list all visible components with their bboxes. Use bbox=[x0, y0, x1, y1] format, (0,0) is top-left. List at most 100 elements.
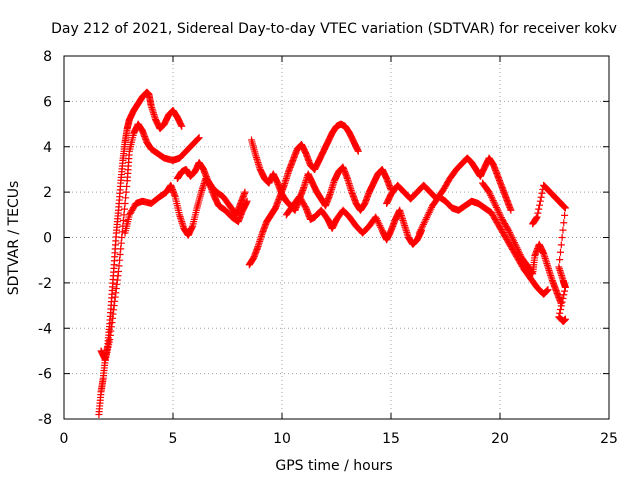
data-point-fill bbox=[537, 193, 545, 201]
data-point bbox=[492, 202, 500, 210]
data-point-fill bbox=[417, 226, 425, 234]
series-4 bbox=[245, 120, 362, 269]
data-point-fill bbox=[506, 230, 514, 238]
data-point-fill bbox=[506, 228, 514, 236]
data-point-fill bbox=[423, 214, 431, 222]
data-point-fill bbox=[536, 197, 544, 205]
data-point-fill bbox=[491, 200, 499, 208]
data-point bbox=[561, 315, 569, 323]
data-point-fill bbox=[558, 234, 566, 241]
data-point-fill bbox=[426, 207, 434, 215]
data-points bbox=[95, 88, 569, 418]
data-point-fill bbox=[487, 192, 495, 200]
data-point-fill bbox=[373, 215, 381, 223]
x-tick-label: 20 bbox=[491, 431, 509, 447]
data-point bbox=[511, 240, 519, 248]
data-point-fill bbox=[507, 232, 515, 240]
chart-title: Day 212 of 2021, Sidereal Day-to-day VTE… bbox=[51, 21, 617, 37]
data-point-fill bbox=[488, 193, 496, 201]
data-point-fill bbox=[513, 244, 521, 252]
x-axis-label: GPS time / hours bbox=[275, 458, 392, 474]
y-tick-label: 6 bbox=[43, 94, 52, 110]
data-point-fill bbox=[374, 218, 382, 226]
data-point bbox=[415, 229, 423, 237]
data-point bbox=[178, 122, 186, 130]
data-point-fill bbox=[420, 219, 428, 227]
data-point-fill bbox=[560, 291, 568, 299]
data-point-fill bbox=[559, 226, 567, 234]
data-point bbox=[372, 213, 380, 221]
y-axis-label: SDTVAR / TECUs bbox=[6, 181, 22, 296]
data-point bbox=[561, 204, 569, 212]
data-point-fill bbox=[488, 195, 496, 203]
data-point-fill bbox=[557, 241, 565, 249]
series-5 bbox=[247, 136, 395, 214]
data-point-fill bbox=[556, 248, 564, 256]
data-point-fill bbox=[538, 189, 546, 197]
data-point-fill bbox=[497, 212, 505, 220]
series-2 bbox=[121, 175, 251, 239]
data-point-fill bbox=[376, 222, 384, 230]
data-point-fill bbox=[558, 298, 566, 306]
series-8 bbox=[415, 193, 552, 298]
x-tick-label: 25 bbox=[600, 431, 618, 447]
y-tick-label: -6 bbox=[38, 367, 52, 383]
data-point-fill bbox=[510, 237, 518, 245]
x-tick-label: 10 bbox=[273, 431, 291, 447]
data-point-fill bbox=[421, 217, 429, 225]
y-tick-label: 4 bbox=[43, 140, 52, 156]
data-point-fill bbox=[419, 220, 427, 228]
data-point-fill bbox=[510, 239, 518, 247]
series-7 bbox=[383, 154, 515, 214]
data-point-fill bbox=[556, 256, 564, 264]
data-point-fill bbox=[515, 249, 523, 257]
y-tick-label: 0 bbox=[43, 231, 52, 247]
data-point-fill bbox=[508, 234, 516, 241]
data-point-fill bbox=[425, 209, 433, 217]
data-point-fill bbox=[497, 214, 505, 222]
data-point-fill bbox=[377, 223, 385, 231]
axis-ticks: 0 5 10 15 20 25 -8 -6 -4 -2 0 2 4 6 8 bbox=[38, 49, 618, 447]
data-point-fill bbox=[424, 212, 432, 220]
data-point-fill bbox=[424, 210, 432, 218]
data-point-fill bbox=[559, 294, 567, 302]
data-point bbox=[505, 227, 513, 235]
data-point-fill bbox=[427, 205, 435, 213]
y-tick-label: -2 bbox=[38, 276, 52, 292]
data-point bbox=[485, 188, 493, 196]
y-tick-label: 8 bbox=[43, 49, 52, 65]
data-point-fill bbox=[375, 220, 383, 228]
data-point bbox=[241, 188, 249, 196]
data-point-fill bbox=[535, 205, 543, 213]
data-point-fill bbox=[561, 211, 569, 219]
data-point-fill bbox=[493, 205, 501, 213]
data-point-fill bbox=[490, 198, 498, 206]
data-point-fill bbox=[504, 225, 512, 233]
series-0 bbox=[95, 88, 186, 418]
data-point bbox=[422, 215, 430, 223]
data-point-fill bbox=[536, 201, 544, 209]
series-3 bbox=[173, 159, 249, 219]
data-point-fill bbox=[194, 135, 202, 143]
data-point-fill bbox=[492, 203, 500, 211]
data-point-fill bbox=[494, 207, 502, 215]
data-point-fill bbox=[194, 135, 202, 143]
data-point-fill bbox=[560, 219, 568, 227]
data-point-fill bbox=[512, 242, 520, 250]
data-point-fill bbox=[416, 227, 424, 235]
data-point-fill bbox=[419, 222, 427, 230]
grid bbox=[64, 56, 609, 419]
data-point-fill bbox=[561, 287, 569, 295]
data-point-fill bbox=[534, 209, 542, 217]
data-point-fill bbox=[557, 302, 565, 310]
y-tick-label: -8 bbox=[38, 412, 52, 428]
data-point bbox=[507, 206, 515, 214]
series-10 bbox=[529, 181, 569, 325]
series-9 bbox=[479, 179, 565, 307]
data-point bbox=[354, 147, 362, 155]
data-point-fill bbox=[509, 235, 517, 243]
x-tick-label: 0 bbox=[60, 431, 69, 447]
data-point-fill bbox=[515, 247, 523, 255]
data-point-fill bbox=[418, 224, 426, 232]
y-tick-label: 2 bbox=[43, 185, 52, 201]
